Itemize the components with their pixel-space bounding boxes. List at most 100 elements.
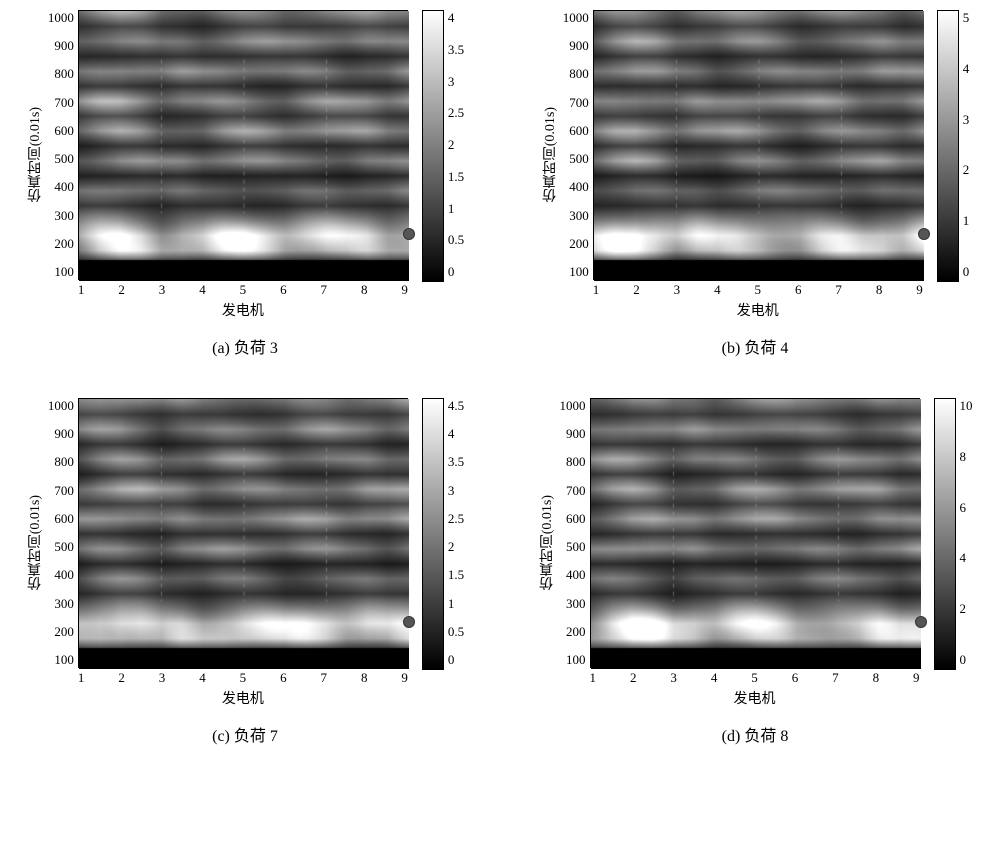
y-axis-label: 仿真时间(0.01s) xyxy=(541,107,561,202)
colorbar-tick-labels: 43.532.521.510.50 xyxy=(448,10,464,280)
panel-caption: (c) 负荷 7 xyxy=(212,722,278,746)
colorbar-tick: 3 xyxy=(963,112,970,128)
panel-b: 仿真时间(0.01s)10009008007006005004003002001… xyxy=(520,10,990,358)
x-tick-labels: 123456789 xyxy=(78,670,408,686)
colorbar-tick: 5 xyxy=(963,10,970,26)
x-tick: 1 xyxy=(593,282,600,298)
y-tick: 900 xyxy=(54,38,74,54)
y-tick: 900 xyxy=(54,426,74,442)
y-tick: 1000 xyxy=(48,398,74,414)
x-tick: 3 xyxy=(159,670,166,686)
x-tick: 1 xyxy=(78,282,85,298)
colorbar-tick: 2 xyxy=(448,539,464,555)
colorbar-tick: 1.5 xyxy=(448,169,464,185)
y-tick: 100 xyxy=(54,652,74,668)
y-tick: 400 xyxy=(54,179,74,195)
y-tick: 700 xyxy=(54,483,74,499)
colorbar-tick: 2 xyxy=(960,601,973,617)
y-tick: 600 xyxy=(54,511,74,527)
y-tick: 400 xyxy=(566,567,586,583)
panel-caption: (b) 负荷 4 xyxy=(722,334,789,358)
marker-dot xyxy=(915,616,927,628)
x-tick-labels: 123456789 xyxy=(590,670,920,686)
heatmap-plot xyxy=(593,10,923,280)
figure-grid: 仿真时间(0.01s)10009008007006005004003002001… xyxy=(10,10,990,746)
colorbar-tick: 1 xyxy=(963,213,970,229)
colorbar-tick-labels: 4.543.532.521.510.50 xyxy=(448,398,464,668)
heatmap-plot xyxy=(78,398,408,668)
colorbar-tick: 4 xyxy=(963,61,970,77)
y-tick: 100 xyxy=(54,264,74,280)
y-tick: 800 xyxy=(569,66,589,82)
y-tick: 300 xyxy=(566,596,586,612)
x-tick: 3 xyxy=(674,282,681,298)
x-tick-labels: 123456789 xyxy=(593,282,923,298)
y-tick-labels: 1000900800700600500400300200100 xyxy=(563,10,593,280)
y-tick: 500 xyxy=(566,539,586,555)
x-tick: 2 xyxy=(630,670,637,686)
colorbar-tick: 0 xyxy=(448,264,464,280)
panel-caption: (d) 负荷 8 xyxy=(722,722,789,746)
colorbar-tick: 3.5 xyxy=(448,42,464,58)
y-tick: 500 xyxy=(54,539,74,555)
colorbar-tick: 0 xyxy=(963,264,970,280)
x-tick: 3 xyxy=(670,670,677,686)
y-tick: 300 xyxy=(54,208,74,224)
x-tick: 7 xyxy=(321,670,328,686)
panel-caption: (a) 负荷 3 xyxy=(212,334,278,358)
y-tick: 700 xyxy=(566,483,586,499)
x-tick-labels: 123456789 xyxy=(78,282,408,298)
x-axis-label: 发电机 xyxy=(222,300,264,320)
colorbar-tick: 10 xyxy=(960,398,973,414)
panel-c: 仿真时间(0.01s)10009008007006005004003002001… xyxy=(10,398,480,746)
y-tick: 600 xyxy=(54,123,74,139)
y-tick-labels: 1000900800700600500400300200100 xyxy=(560,398,590,668)
x-tick: 1 xyxy=(590,670,597,686)
x-tick: 4 xyxy=(199,282,206,298)
x-tick: 9 xyxy=(916,282,923,298)
y-tick: 500 xyxy=(569,151,589,167)
y-axis-label: 仿真时间(0.01s) xyxy=(26,107,46,202)
x-axis-label: 发电机 xyxy=(734,688,776,708)
colorbar xyxy=(422,398,444,670)
colorbar-tick: 2 xyxy=(448,137,464,153)
y-tick: 200 xyxy=(54,236,74,252)
y-axis-label: 仿真时间(0.01s) xyxy=(538,495,558,590)
colorbar-tick: 8 xyxy=(960,449,973,465)
y-axis-label: 仿真时间(0.01s) xyxy=(26,495,46,590)
x-tick: 5 xyxy=(755,282,762,298)
y-tick-labels: 1000900800700600500400300200100 xyxy=(48,10,78,280)
x-tick: 2 xyxy=(118,670,125,686)
colorbar-tick: 1 xyxy=(448,201,464,217)
y-tick-labels: 1000900800700600500400300200100 xyxy=(48,398,78,668)
y-tick: 200 xyxy=(569,236,589,252)
y-tick: 600 xyxy=(566,511,586,527)
y-tick: 600 xyxy=(569,123,589,139)
y-tick: 100 xyxy=(566,652,586,668)
colorbar-tick: 3 xyxy=(448,74,464,90)
y-tick: 500 xyxy=(54,151,74,167)
colorbar-tick-labels: 1086420 xyxy=(960,398,973,668)
colorbar-tick: 2 xyxy=(963,162,970,178)
x-axis-label: 发电机 xyxy=(222,688,264,708)
colorbar xyxy=(937,10,959,282)
panel-a: 仿真时间(0.01s)10009008007006005004003002001… xyxy=(10,10,480,358)
x-tick: 7 xyxy=(835,282,842,298)
colorbar-tick: 3.5 xyxy=(448,454,464,470)
x-tick: 9 xyxy=(401,282,408,298)
colorbar-tick: 4.5 xyxy=(448,398,464,414)
x-tick: 9 xyxy=(401,670,408,686)
x-tick: 4 xyxy=(714,282,721,298)
y-tick: 300 xyxy=(54,596,74,612)
colorbar-tick: 0 xyxy=(448,652,464,668)
x-tick: 8 xyxy=(361,670,368,686)
marker-dot xyxy=(918,228,930,240)
colorbar xyxy=(422,10,444,282)
x-tick: 3 xyxy=(159,282,166,298)
y-tick: 1000 xyxy=(560,398,586,414)
heatmap-plot xyxy=(590,398,920,668)
x-tick: 6 xyxy=(280,282,287,298)
colorbar-tick: 4 xyxy=(960,550,973,566)
colorbar-tick: 4 xyxy=(448,10,464,26)
x-tick: 8 xyxy=(873,670,880,686)
